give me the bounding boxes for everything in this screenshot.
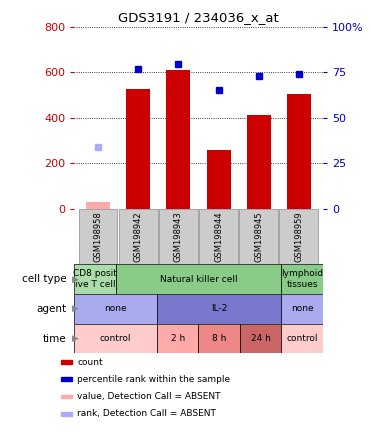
Bar [119,209,158,264]
Text: GSM198945: GSM198945 [254,211,263,262]
Text: GSM198943: GSM198943 [174,211,183,262]
Text: value, Detection Call = ABSENT: value, Detection Call = ABSENT [77,392,220,401]
Bar [79,209,118,264]
Bar [157,294,281,324]
Bar [207,150,230,209]
Text: control: control [286,334,318,343]
Bar [281,324,323,353]
Bar [157,324,198,353]
Text: 8 h: 8 h [212,334,226,343]
Bar [61,360,72,364]
Text: rank, Detection Call = ABSENT: rank, Detection Call = ABSENT [77,409,216,418]
Bar [61,395,72,398]
Text: 24 h: 24 h [251,334,270,343]
Bar [198,324,240,353]
Text: control: control [100,334,131,343]
Text: count: count [77,357,103,367]
Text: cell type: cell type [22,274,67,284]
Text: ▶: ▶ [72,304,79,313]
Bar [61,377,72,381]
Text: ▶: ▶ [72,334,79,343]
Text: Natural killer cell: Natural killer cell [160,274,237,284]
Bar [74,264,116,294]
Text: percentile rank within the sample: percentile rank within the sample [77,375,230,384]
Text: GSM198959: GSM198959 [294,211,303,262]
Bar [279,209,318,264]
Bar [281,264,323,294]
Bar [74,294,157,324]
Bar [126,89,150,209]
Bar [61,412,72,416]
Title: GDS3191 / 234036_x_at: GDS3191 / 234036_x_at [118,11,279,24]
Bar [199,209,238,264]
Text: CD8 posit
ive T cell: CD8 posit ive T cell [73,270,117,289]
Bar [167,70,190,209]
Text: none: none [104,304,127,313]
Bar [159,209,198,264]
Text: lymphoid
tissues: lymphoid tissues [281,270,323,289]
Text: agent: agent [37,304,67,314]
Text: GSM198942: GSM198942 [134,211,143,262]
Bar [86,202,110,209]
Bar [247,115,271,209]
Text: none: none [291,304,313,313]
Bar [116,264,281,294]
Bar [239,209,278,264]
Bar [281,294,323,324]
Text: 2 h: 2 h [171,334,185,343]
Text: time: time [43,333,67,344]
Bar [74,324,157,353]
Text: IL-2: IL-2 [211,304,227,313]
Bar [287,94,311,209]
Bar [240,324,281,353]
Text: GSM198958: GSM198958 [94,211,103,262]
Text: GSM198944: GSM198944 [214,211,223,262]
Text: ▶: ▶ [72,274,79,284]
